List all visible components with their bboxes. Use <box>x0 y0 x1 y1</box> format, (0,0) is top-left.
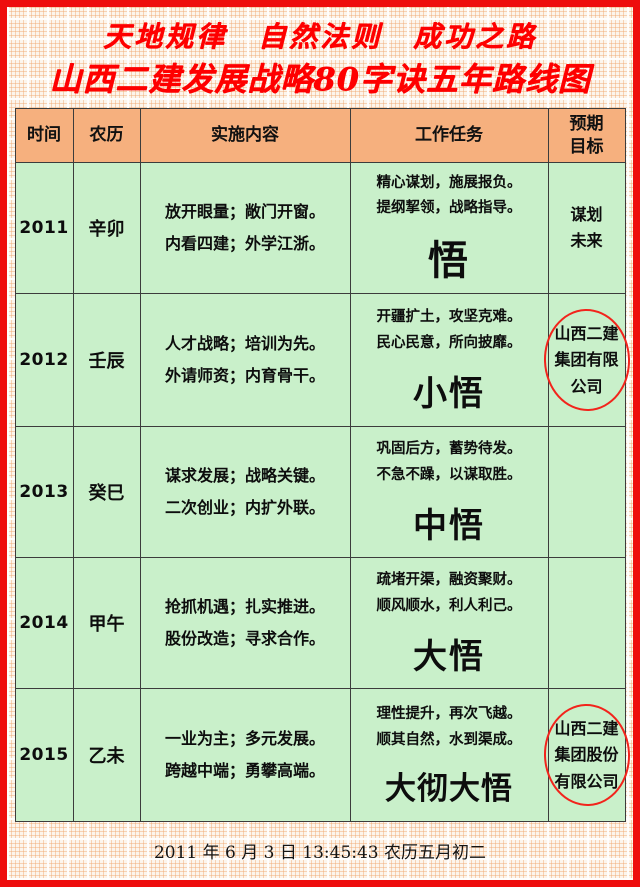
header-row: 时间 农历 实施内容 工作任务 预期 目标 <box>14 108 626 164</box>
year-cell: 2011 <box>14 162 74 295</box>
header-goal: 预期 目标 <box>547 108 626 164</box>
timestamp: 2011 年 6 月 3 日 13:45:43 农历五月初二 <box>153 843 487 864</box>
content-cell: 人才战略；培训为先。 外请师资；内育骨干。 <box>139 293 351 428</box>
task-cell: 精心谋划，施展报负。 提纲挈领，战略指导。 悟 <box>349 162 549 295</box>
lunar-cell: 乙未 <box>72 688 141 823</box>
content-cell: 一业为主；多元发展。 跨越中端；勇攀高端。 <box>139 688 351 823</box>
lunar-cell: 辛卯 <box>72 162 141 295</box>
table-row-2014: 2014 甲午 抢抓机遇；扎实推进。 股份改造；寻求合作。 疏堵开渠，融资聚财。… <box>14 557 626 690</box>
table-row-2012: 2012 壬辰 人才战略；培训为先。 外请师资；内育骨干。 开疆扩土，攻坚克难。… <box>14 293 632 428</box>
content-cell: 谋求发展；战略关键。 二次创业；内扩外联。 <box>139 426 351 559</box>
content-text: 谋求发展；战略关键。 二次创业；内扩外联。 <box>164 466 325 518</box>
content-cell: 放开眼量；敞门开窗。 内看四建；外学江浙。 <box>139 162 351 295</box>
task-keyword: 小悟 <box>413 374 485 415</box>
table-row-2011: 2011 辛卯 放开眼量；敞门开窗。 内看四建；外学江浙。 精心谋划，施展报负。… <box>14 162 626 295</box>
task-text: 理性提升，再次飞越。 顺其自然，水到渠成。 <box>376 706 522 748</box>
year-cell: 2014 <box>14 557 74 690</box>
content-cell: 抢抓机遇；扎实推进。 股份改造；寻求合作。 <box>139 557 351 690</box>
header-time: 时间 <box>14 108 74 164</box>
header-task: 工作任务 <box>349 108 549 164</box>
content-text: 一业为主；多元发展。 跨越中端；勇攀高端。 <box>164 729 325 781</box>
task-text: 巩固后方，蓄势待发。 不急不躁，以谋取胜。 <box>376 441 522 483</box>
table-row-2013: 2013 癸巳 谋求发展；战略关键。 二次创业；内扩外联。 巩固后方，蓄势待发。… <box>14 426 626 559</box>
task-keyword: 大彻大悟 <box>385 771 513 808</box>
lunar-cell: 壬辰 <box>72 293 141 428</box>
goal-cell: 山西二建 集团有限 公司 <box>541 293 632 428</box>
task-text: 开疆扩土，攻坚克难。 民心民意，所向披靡。 <box>376 309 522 351</box>
page-title: 山西二建发展战略80字诀五年路线图 <box>49 60 591 98</box>
task-keyword: 大悟 <box>413 637 485 678</box>
task-cell: 开疆扩土，攻坚克难。 民心民意，所向披靡。 小悟 <box>349 293 549 428</box>
title-motto: 天地规律 自然法则 成功之路 <box>102 20 537 53</box>
task-cell: 巩固后方，蓄势待发。 不急不躁，以谋取胜。 中悟 <box>349 426 549 559</box>
header-lunar: 农历 <box>72 108 141 164</box>
table-row-2015: 2015 乙未 一业为主；多元发展。 跨越中端；勇攀高端。 理性提升，再次飞越。… <box>14 688 632 823</box>
task-keyword: 中悟 <box>413 506 485 547</box>
task-text: 精心谋划，施展报负。 提纲挈领，战略指导。 <box>376 175 522 217</box>
year-cell: 2013 <box>14 426 74 559</box>
roadmap-table: 时间 农历 实施内容 工作任务 预期 目标 2011 辛卯 放开眼量；敞门开窗。… <box>14 108 632 823</box>
goal-cell <box>547 557 626 690</box>
goal-cell <box>547 426 626 559</box>
task-keyword: 悟 <box>428 237 470 284</box>
content-text: 人才战略；培训为先。 外请师资；内育骨干。 <box>164 334 325 386</box>
content-text: 抢抓机遇；扎实推进。 股份改造；寻求合作。 <box>164 597 325 649</box>
year-cell: 2015 <box>14 688 74 823</box>
lunar-cell: 癸巳 <box>72 426 141 559</box>
task-cell: 理性提升，再次飞越。 顺其自然，水到渠成。 大彻大悟 <box>349 688 549 823</box>
header-content: 实施内容 <box>139 108 351 164</box>
goal-cell: 谋划 未来 <box>547 162 626 295</box>
year-cell: 2012 <box>14 293 74 428</box>
task-cell: 疏堵开渠，融资聚财。 顺风顺水，利人利己。 大悟 <box>349 557 549 690</box>
goal-cell: 山西二建 集团股份 有限公司 <box>541 688 632 823</box>
content-text: 放开眼量；敞门开窗。 内看四建；外学江浙。 <box>164 202 325 254</box>
title-block: 天地规律 自然法则 成功之路 山西二建发展战略80字诀五年路线图 <box>7 7 633 98</box>
goal-text: 山西二建 集团股份 有限公司 <box>554 718 619 791</box>
lunar-cell: 甲午 <box>72 557 141 690</box>
task-text: 疏堵开渠，融资聚财。 顺风顺水，利人利己。 <box>376 572 522 614</box>
goal-text: 山西二建 集团有限 公司 <box>554 323 619 396</box>
